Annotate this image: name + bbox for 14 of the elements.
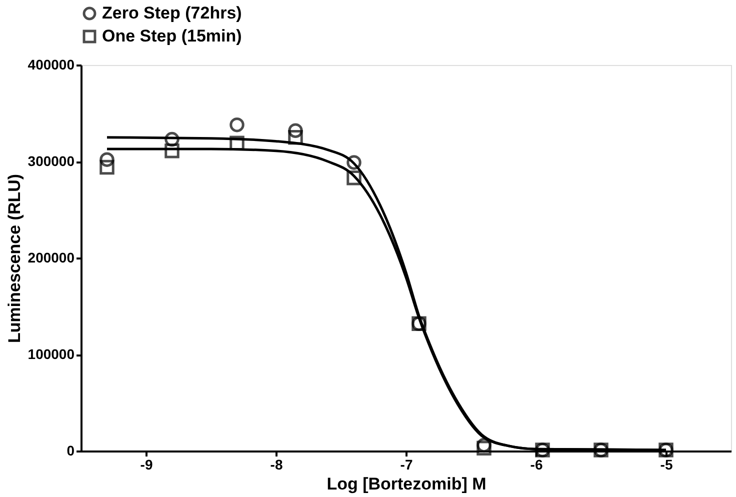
y-axis-title: Luminescence (RLU): [4, 174, 24, 344]
y-tick-label: 300000: [28, 153, 75, 169]
y-tick-label: 0: [66, 442, 75, 458]
legend-label: Zero Step (72hrs): [102, 4, 242, 22]
x-axis-title: Log [Bortezomib] M: [326, 474, 486, 494]
x-tick-label: -5: [660, 456, 673, 472]
legend-label: One Step (15min): [102, 26, 242, 46]
x-tick-label: -7: [400, 456, 413, 472]
x-tick-label: -6: [530, 456, 543, 472]
y-tick-label: 400000: [28, 56, 75, 72]
y-tick-label: 200000: [28, 250, 75, 266]
x-tick-label: -8: [270, 456, 283, 472]
y-tick-label: 100000: [28, 346, 75, 362]
x-tick-label: -9: [140, 456, 153, 472]
